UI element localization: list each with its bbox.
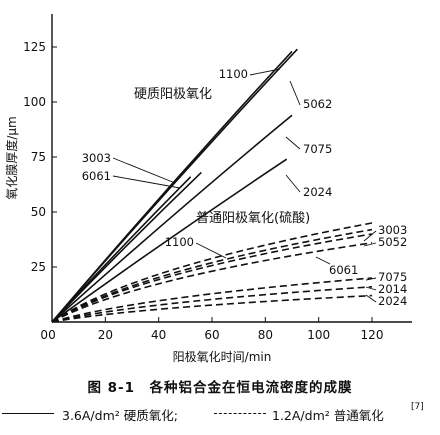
series-line-hard-2024 xyxy=(51,158,288,323)
annotation-layer: 1100506230036061707520243003505211006061… xyxy=(82,67,408,308)
solid-line-swatch xyxy=(2,413,54,414)
y-tick-label: 100 xyxy=(23,95,46,109)
dashed-line-swatch xyxy=(214,413,266,414)
series-label-hard-1100: 1100 xyxy=(219,67,248,81)
series-label-normal-2014: 2014 xyxy=(378,282,407,296)
x-tick-label: 100 xyxy=(307,328,330,342)
y-tick-label: 25 xyxy=(31,260,46,274)
series-line-normal-1100 xyxy=(51,233,373,323)
x-tick-label: 0 xyxy=(48,328,56,342)
leader-line-hard-2024 xyxy=(285,174,301,193)
series-label-hard-5062: 5062 xyxy=(303,97,332,111)
series-label-hard-2024: 2024 xyxy=(303,185,332,199)
series-label-normal-5052: 5052 xyxy=(378,235,407,249)
y-tick-label: 125 xyxy=(23,40,46,54)
leader-line-hard-5062 xyxy=(289,80,301,106)
leader-line-hard-1100 xyxy=(249,68,281,76)
leader-line-hard-6061 xyxy=(112,175,181,189)
group-label-hard: 硬质阳极氧化 xyxy=(134,87,212,102)
group-label-normal: 普通阳极氧化(硫酸) xyxy=(196,211,310,226)
x-tick-label: 60 xyxy=(204,328,219,342)
x-tick-label: 80 xyxy=(258,328,273,342)
x-tick-label: 120 xyxy=(361,328,384,342)
series-line-normal-2014 xyxy=(51,286,373,323)
dashed-line-label: 1.2A/dm² 普通氧化 xyxy=(272,408,384,423)
plot-axes xyxy=(51,14,412,323)
chart-figure: 0 20 40 60 80 100 120 25 50 75 100 125 0 1100 5062 300… xyxy=(4,14,412,364)
series-label-hard-3003: 3003 xyxy=(82,151,111,165)
series-line-hard-7075 xyxy=(51,114,293,323)
leader-line-normal-2024 xyxy=(365,294,377,303)
leader-line-hard-7075 xyxy=(285,136,301,150)
series-layer xyxy=(51,48,373,323)
series-label-normal-2024: 2024 xyxy=(378,294,407,308)
leader-line-normal-2014 xyxy=(365,286,377,291)
series-label-normal-1100: 1100 xyxy=(165,235,194,249)
leader-line-normal-3003 xyxy=(363,230,377,242)
x-tick-label: 20 xyxy=(98,328,113,342)
series-label-hard-6061: 6061 xyxy=(82,169,111,183)
leader-line-normal-6061 xyxy=(315,256,331,265)
series-label-normal-7075: 7075 xyxy=(378,270,407,284)
series-line-hard-6061 xyxy=(51,171,202,323)
y-axis-label: 氧化膜厚度/μm xyxy=(4,116,19,199)
y-tick-label: 75 xyxy=(31,150,46,164)
y-tick-label: 50 xyxy=(31,205,46,219)
leader-line-normal-1100 xyxy=(195,242,227,259)
series-line-normal-6061 xyxy=(51,242,373,323)
figure-caption: 图 8-1 各种铝合金在恒电流密度的成膜 xyxy=(87,380,353,396)
leader-line-hard-3003 xyxy=(112,157,176,184)
series-line-normal-2024 xyxy=(51,294,373,323)
series-label-normal-3003: 3003 xyxy=(378,223,407,237)
series-line-normal-7075 xyxy=(51,277,373,323)
reference-mark: [7] xyxy=(411,402,424,412)
series-label-normal-6061: 6061 xyxy=(329,263,358,277)
solid-line-label: 3.6A/dm² 硬质氧化; xyxy=(62,408,178,423)
line-style-legend: 3.6A/dm² 硬质氧化; 1.2A/dm² 普通氧化 [7] xyxy=(0,402,440,426)
series-line-normal-5052 xyxy=(51,228,373,323)
origin-tick-label: 0 xyxy=(40,328,48,342)
tick-layer: 0 20 40 60 80 100 120 25 50 75 100 125 0 xyxy=(23,40,383,342)
leader-line-normal-5052 xyxy=(363,242,377,247)
series-label-hard-7075: 7075 xyxy=(303,142,332,156)
x-tick-label: 40 xyxy=(151,328,166,342)
leader-line-normal-7075 xyxy=(365,277,377,281)
x-axis-label: 阳极氧化时间/min xyxy=(173,350,272,364)
